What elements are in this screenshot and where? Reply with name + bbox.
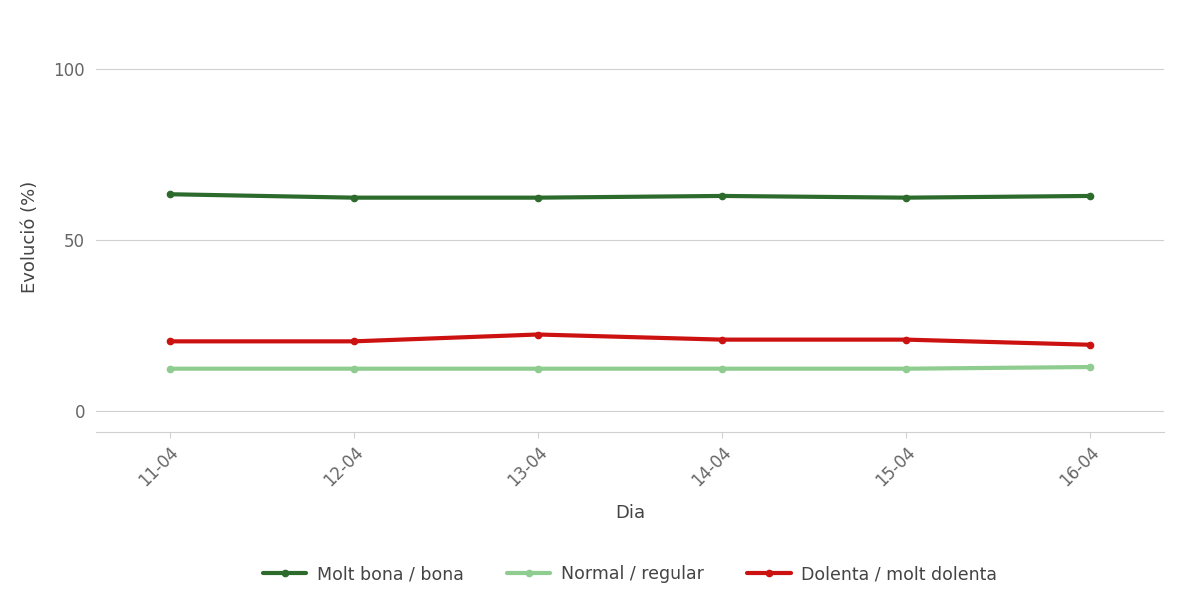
- Molt bona / bona: [715, 193, 730, 200]
- Molt bona / bona: [530, 194, 545, 201]
- Molt bona / bona: [1084, 193, 1098, 200]
- Dolenta / molt dolenta: [347, 338, 361, 345]
- Dolenta / molt dolenta: [899, 336, 913, 343]
- Normal / regular: [347, 365, 361, 373]
- Molt bona / bona: [162, 191, 176, 198]
- Line: Molt bona / bona: Molt bona / bona: [167, 191, 1093, 201]
- Line: Dolenta / molt dolenta: Dolenta / molt dolenta: [167, 331, 1093, 348]
- Line: Normal / regular: Normal / regular: [167, 364, 1093, 372]
- Normal / regular: [162, 365, 176, 373]
- Molt bona / bona: [899, 194, 913, 201]
- Dolenta / molt dolenta: [1084, 341, 1098, 349]
- Y-axis label: Evolució (%): Evolució (%): [22, 181, 40, 293]
- Normal / regular: [715, 365, 730, 373]
- Normal / regular: [899, 365, 913, 373]
- Dolenta / molt dolenta: [162, 338, 176, 345]
- Normal / regular: [530, 365, 545, 373]
- Dolenta / molt dolenta: [530, 331, 545, 338]
- Legend: Molt bona / bona, Normal / regular, Dolenta / molt dolenta: Molt bona / bona, Normal / regular, Dole…: [263, 565, 997, 583]
- Molt bona / bona: [347, 194, 361, 201]
- Dolenta / molt dolenta: [715, 336, 730, 343]
- X-axis label: Dia: Dia: [614, 504, 646, 522]
- Normal / regular: [1084, 364, 1098, 371]
